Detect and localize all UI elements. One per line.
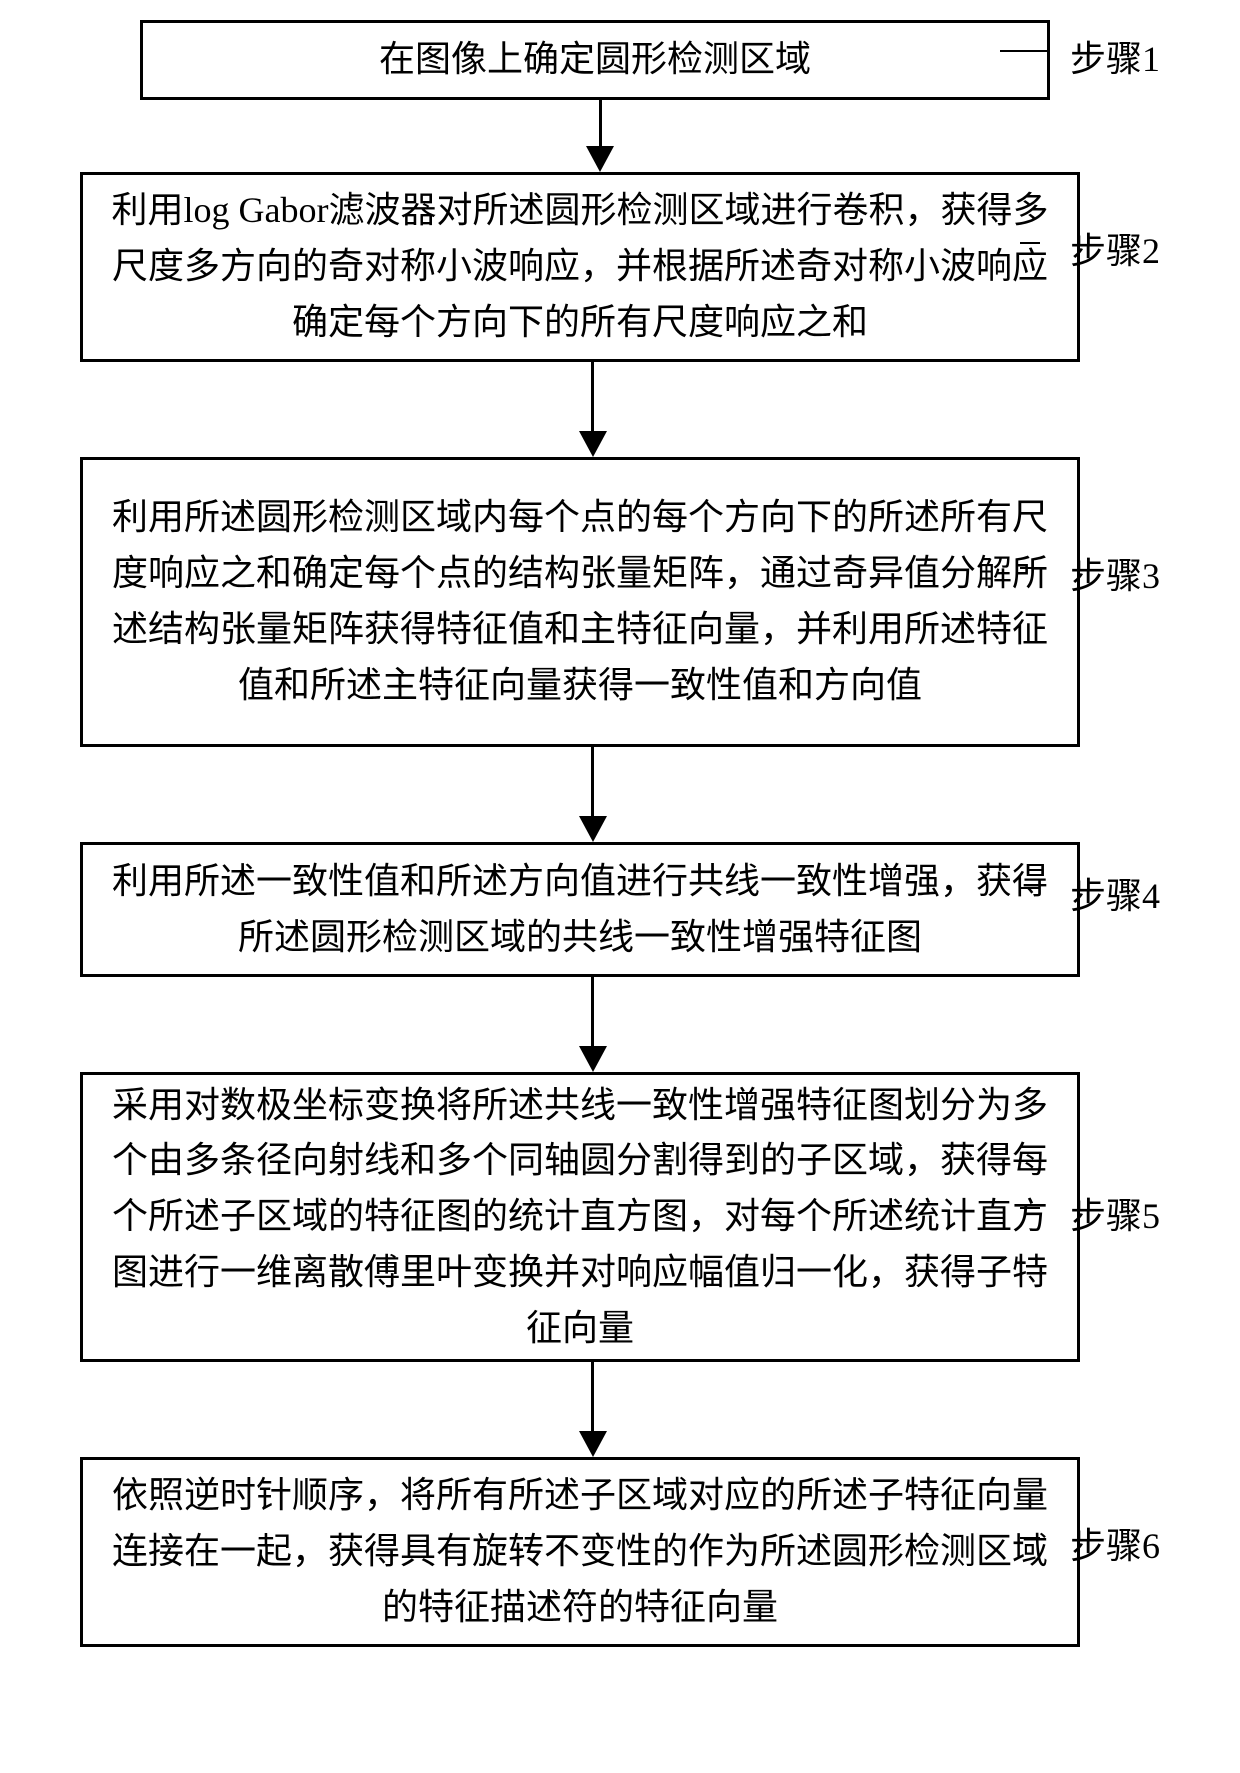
arrow-3 <box>40 747 1200 842</box>
step-text-2: 利用log Gabor滤波器对所述圆形检测区域进行卷积，获得多尺度多方向的奇对称… <box>111 183 1049 350</box>
arrow-head-icon-1 <box>586 146 614 172</box>
step-row-6: 依照逆时针顺序，将所有所述子区域对应的所述子特征向量连接在一起，获得具有旋转不变… <box>40 1457 1200 1647</box>
step-box-6: 依照逆时针顺序，将所有所述子区域对应的所述子特征向量连接在一起，获得具有旋转不变… <box>80 1457 1080 1647</box>
step-label-6: 步骤6 <box>1070 1517 1160 1569</box>
step-row-5: 采用对数极坐标变换将所述共线一致性增强特征图划分为多个由多条径向射线和多个同轴圆… <box>40 1072 1200 1362</box>
arrow-head-icon-2 <box>579 431 607 457</box>
arrow-line-4 <box>591 977 594 1046</box>
arrow-head-icon-4 <box>579 1046 607 1072</box>
step-box-2: 利用log Gabor滤波器对所述圆形检测区域进行卷积，获得多尺度多方向的奇对称… <box>80 172 1080 362</box>
step-text-5: 采用对数极坐标变换将所述共线一致性增强特征图划分为多个由多条径向射线和多个同轴圆… <box>111 1078 1049 1357</box>
step-label-3: 步骤3 <box>1070 547 1160 599</box>
step-box-1: 在图像上确定圆形检测区域 <box>140 20 1050 100</box>
arrow-1 <box>40 100 1200 172</box>
arrow-line-1 <box>599 100 602 146</box>
step-row-2: 利用log Gabor滤波器对所述圆形检测区域进行卷积，获得多尺度多方向的奇对称… <box>40 172 1200 362</box>
step-label-4: 步骤4 <box>1070 867 1160 919</box>
label-connector-3 <box>1020 567 1040 569</box>
step-row-1: 在图像上确定圆形检测区域 步骤1 <box>40 20 1200 100</box>
label-connector-5 <box>1020 1207 1040 1209</box>
arrow-line-2 <box>591 362 594 431</box>
label-connector-2 <box>1020 242 1040 244</box>
step-label-2: 步骤2 <box>1070 222 1160 274</box>
step-text-3: 利用所述圆形检测区域内每个点的每个方向下的所述所有尺度响应之和确定每个点的结构张… <box>111 490 1049 713</box>
label-connector-4 <box>1020 887 1040 889</box>
step-box-3: 利用所述圆形检测区域内每个点的每个方向下的所述所有尺度响应之和确定每个点的结构张… <box>80 457 1080 747</box>
arrow-head-icon-3 <box>579 816 607 842</box>
step-row-3: 利用所述圆形检测区域内每个点的每个方向下的所述所有尺度响应之和确定每个点的结构张… <box>40 457 1200 747</box>
arrow-line-3 <box>591 747 594 816</box>
arrow-5 <box>40 1362 1200 1457</box>
step-row-4: 利用所述一致性值和所述方向值进行共线一致性增强，获得所述圆形检测区域的共线一致性… <box>40 842 1200 977</box>
label-connector-1 <box>1000 50 1050 52</box>
arrow-head-icon-5 <box>579 1431 607 1457</box>
arrow-2 <box>40 362 1200 457</box>
step-label-5: 步骤5 <box>1070 1187 1160 1239</box>
arrow-4 <box>40 977 1200 1072</box>
step-box-5: 采用对数极坐标变换将所述共线一致性增强特征图划分为多个由多条径向射线和多个同轴圆… <box>80 1072 1080 1362</box>
step-box-4: 利用所述一致性值和所述方向值进行共线一致性增强，获得所述圆形检测区域的共线一致性… <box>80 842 1080 977</box>
step-text-1: 在图像上确定圆形检测区域 <box>379 32 811 88</box>
step-label-1: 步骤1 <box>1070 30 1160 82</box>
label-connector-6 <box>1020 1537 1040 1539</box>
arrow-line-5 <box>591 1362 594 1431</box>
step-text-6: 依照逆时针顺序，将所有所述子区域对应的所述子特征向量连接在一起，获得具有旋转不变… <box>111 1468 1049 1635</box>
step-text-4: 利用所述一致性值和所述方向值进行共线一致性增强，获得所述圆形检测区域的共线一致性… <box>111 854 1049 966</box>
flowchart-container: 在图像上确定圆形检测区域 步骤1 利用log Gabor滤波器对所述圆形检测区域进行… <box>40 20 1200 1647</box>
